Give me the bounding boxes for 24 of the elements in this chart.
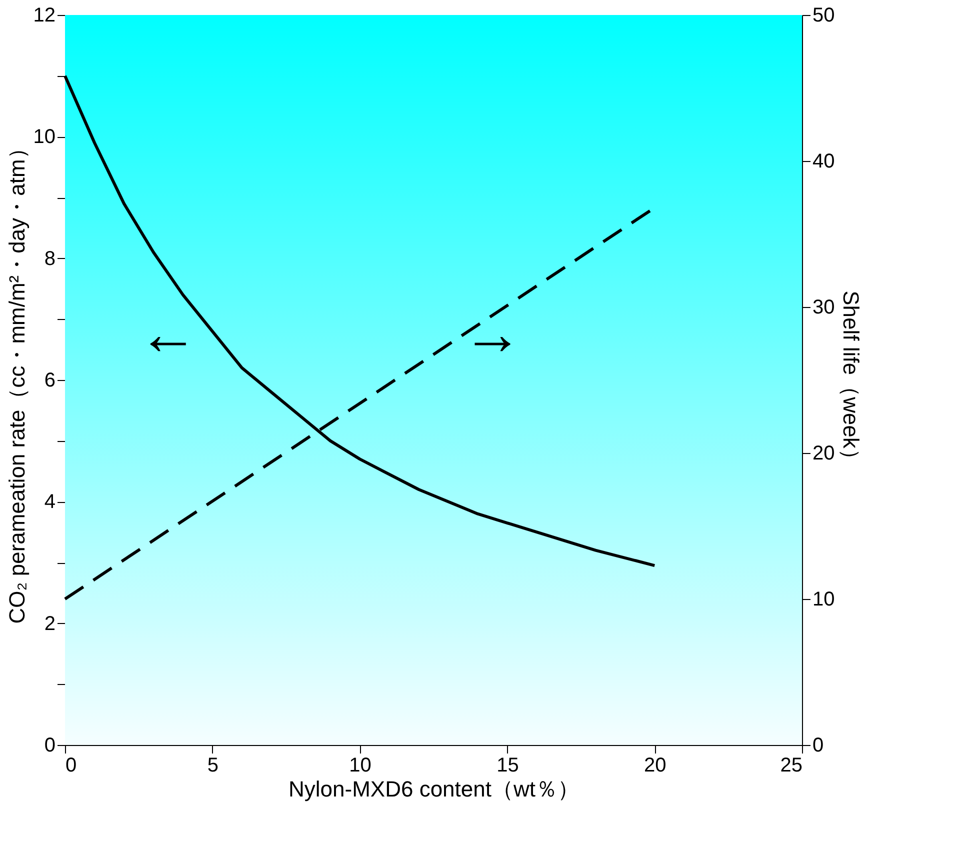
y2-tick-label: 0	[812, 734, 824, 756]
y2-tick-label: 10	[812, 588, 835, 610]
y2-axis-title: Shelf life（week）	[838, 290, 864, 470]
annotation: →	[462, 300, 522, 368]
y-tick-label: 12	[33, 4, 56, 26]
y-tick-label: 4	[44, 491, 56, 514]
y2-tick-label: 50	[812, 4, 835, 26]
x-tick-label: 20	[644, 754, 666, 776]
y2-tick-label: 20	[812, 442, 835, 464]
x-tick-label: 0	[66, 754, 77, 776]
annotation: ←	[138, 300, 198, 368]
y-tick-label: 10	[33, 126, 56, 148]
x-tick-label: 15	[496, 754, 519, 776]
x-axis-title: Nylon-MXD6 content（wt％）	[288, 776, 580, 802]
x-tick-label: 5	[207, 754, 218, 776]
x-tick-label: 25	[780, 754, 802, 776]
y2-tick-label: 30	[812, 296, 835, 318]
y-tick-label: 6	[44, 370, 56, 392]
x-tick-label: 10	[349, 754, 372, 776]
y-tick-label: 8	[44, 248, 56, 270]
y-axis-title: CO₂ perameation rate（cc・mm/m²・day・atm）	[4, 137, 30, 624]
y-tick-label: 2	[44, 612, 56, 635]
y-tick-label: 0	[44, 734, 56, 756]
y2-tick-label: 40	[812, 150, 835, 172]
